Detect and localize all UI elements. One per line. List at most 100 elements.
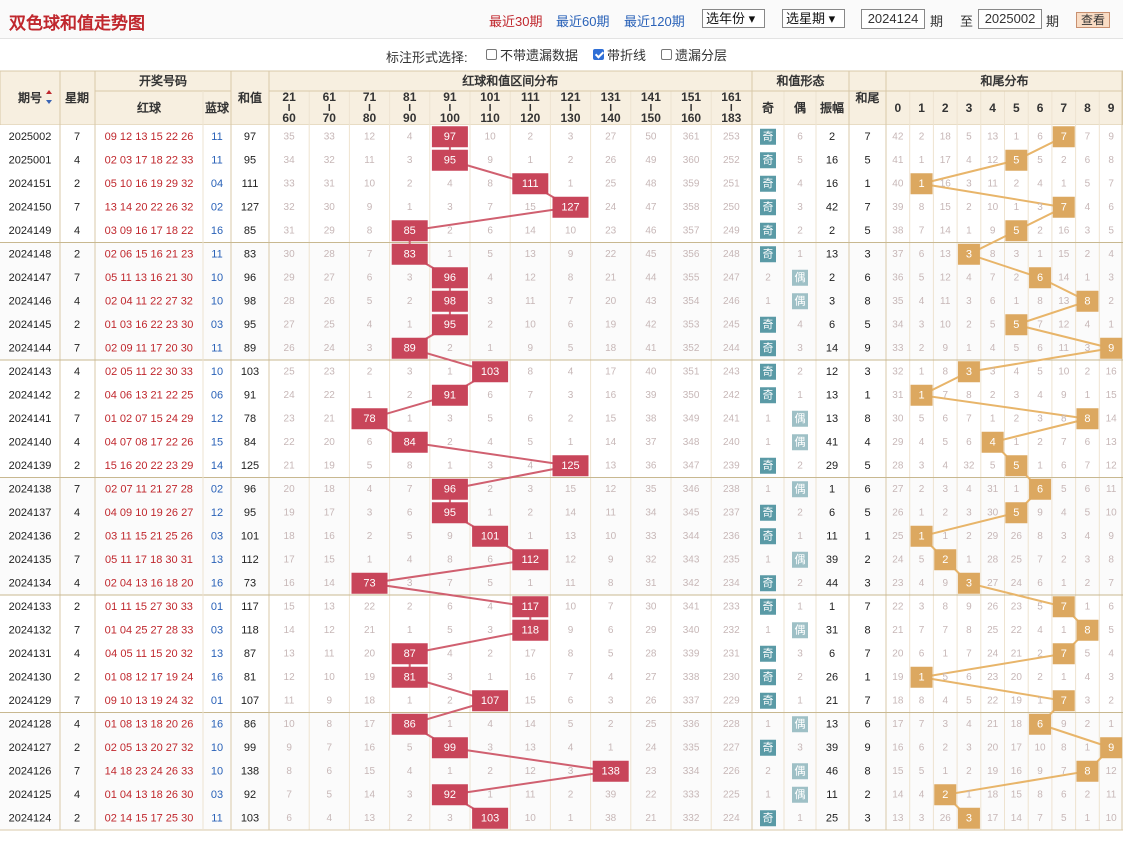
tail-miss-value: 4: [990, 343, 996, 354]
zone-miss-value: 49: [645, 155, 657, 166]
checkbox-icon[interactable]: [661, 49, 672, 60]
tail-hit-box: [910, 666, 933, 688]
week-cell: 2: [74, 671, 80, 683]
tail-miss-value: 7: [966, 413, 972, 424]
start-issue-input[interactable]: 2024124: [861, 9, 925, 29]
tail-hit-value: 8: [1084, 413, 1090, 425]
tail-miss-value: 10: [1058, 366, 1070, 377]
tail-miss-value: 2: [1061, 155, 1067, 166]
tail-miss-value: 13: [1058, 296, 1070, 307]
chevron-down-icon: ▾: [828, 11, 836, 26]
tail-miss-value: 16: [892, 742, 904, 753]
red-balls-cell: 05 10 16 19 29 32: [105, 178, 194, 190]
amplitude-cell: 11: [826, 530, 837, 542]
col-zone-title: 红球和值区间分布: [462, 73, 558, 88]
zone-miss-value: 1: [487, 789, 493, 800]
zone-miss-value: 2: [407, 390, 413, 401]
zone-miss-value: 2: [407, 813, 413, 824]
tail-hit-box: [1005, 502, 1028, 524]
range-link-120[interactable]: 最近120期: [624, 14, 685, 29]
zone-miss-value: 10: [565, 601, 577, 612]
odd-miss-value: 1: [765, 484, 771, 495]
zone-start-label: 131: [601, 90, 621, 104]
tail-cell: 3: [864, 248, 870, 260]
red-balls-cell: 02 06 15 16 21 23: [105, 248, 194, 260]
tail-cell: 1: [864, 389, 870, 401]
zone-miss-value: 11: [606, 507, 617, 518]
checkbox-icon[interactable]: [486, 49, 497, 60]
odd-mark: [760, 739, 776, 756]
even-miss-value: 4: [797, 319, 803, 330]
option-with-lines[interactable]: 带折线: [593, 45, 646, 64]
tail-miss-value: 1: [1014, 437, 1020, 448]
option-missing-layers[interactable]: 遗漏分层: [661, 45, 727, 64]
tail-miss-value: 3: [1085, 695, 1091, 706]
zone-miss-value: 38: [605, 813, 617, 824]
zone-miss-value: 228: [723, 719, 740, 730]
zone-hit-value: 96: [444, 272, 456, 284]
zone-miss-value: 7: [367, 249, 373, 260]
even-mark: [792, 293, 808, 310]
zone-miss-value: 23: [284, 413, 296, 424]
tail-hit-value: 5: [1013, 460, 1019, 472]
zone-hit-value: 78: [363, 413, 375, 425]
zone-start-label: 91: [443, 90, 457, 104]
tail-digit-label: 0: [895, 101, 902, 115]
zone-miss-value: 24: [605, 202, 617, 213]
col-amplitude: 振幅: [820, 100, 844, 115]
zone-miss-value: 7: [528, 390, 534, 401]
tail-miss-value: 10: [1106, 813, 1118, 824]
zone-miss-value: 334: [683, 766, 700, 777]
checkbox-checked-icon[interactable]: [593, 49, 604, 60]
end-issue-input[interactable]: 2025002: [978, 9, 1042, 29]
zone-miss-value: 30: [324, 202, 336, 213]
tail-hit-value: 9: [1108, 742, 1114, 754]
query-button[interactable]: 查看: [1076, 12, 1110, 28]
tail-miss-value: 16: [1011, 766, 1023, 777]
tail-miss-value: 3: [1108, 272, 1114, 283]
tail-hit-value: 7: [1061, 201, 1067, 213]
amplitude-cell: 2: [829, 131, 835, 143]
zone-miss-value: 26: [645, 695, 657, 706]
zone-miss-value: 15: [284, 601, 296, 612]
zone-miss-value: 1: [407, 413, 413, 424]
zone-miss-value: 27: [284, 319, 296, 330]
tail-hit-box: [957, 572, 980, 594]
weekday-select[interactable]: 选星期 ▾: [782, 9, 845, 28]
tail-hit-value: 1: [918, 671, 924, 683]
red-balls-cell: 09 12 13 15 22 26: [105, 131, 194, 143]
zone-hit-box: [431, 478, 468, 500]
zone-miss-value: 32: [645, 554, 657, 565]
option-no-missing[interactable]: 不带遗漏数据: [486, 45, 578, 64]
range-link-30[interactable]: 最近30期: [489, 14, 543, 29]
tail-miss-value: 11: [987, 178, 998, 189]
tail-miss-value: 24: [987, 648, 999, 659]
period-cell: 2024144: [9, 342, 52, 354]
tail-cell: 6: [864, 272, 870, 284]
tail-miss-value: 1: [942, 531, 948, 542]
range-link-60[interactable]: 最近60期: [556, 14, 610, 29]
year-select[interactable]: 选年份 ▾: [702, 9, 765, 28]
zone-miss-value: 237: [723, 507, 740, 518]
even-miss-value: 2: [797, 507, 803, 518]
even-miss-value: 6: [797, 131, 803, 142]
tail-miss-value: 9: [942, 578, 948, 589]
zone-hit-box: [592, 760, 629, 782]
options-bar: 标注形式选择: 不带遗漏数据 带折线 遗漏分层: [0, 44, 1123, 65]
tail-hit-box: [1076, 760, 1099, 782]
tail-miss-value: 30: [987, 507, 999, 518]
table-row: [0, 266, 1123, 290]
blue-ball-cell: 14: [211, 460, 223, 472]
tail-miss-value: 7: [1085, 131, 1091, 142]
week-cell: 7: [74, 695, 80, 707]
zone-miss-value: 41: [645, 343, 657, 354]
zone-miss-value: 2: [568, 789, 574, 800]
tail-hit-value: 5: [1013, 319, 1019, 331]
zone-miss-value: 31: [284, 225, 296, 236]
sum-cell: 138: [241, 765, 259, 777]
tail-miss-value: 2: [919, 131, 925, 142]
tail-miss-value: 3: [966, 178, 972, 189]
zone-miss-value: 5: [407, 531, 413, 542]
sum-cell: 96: [244, 272, 256, 284]
zone-miss-value: 6: [327, 766, 333, 777]
